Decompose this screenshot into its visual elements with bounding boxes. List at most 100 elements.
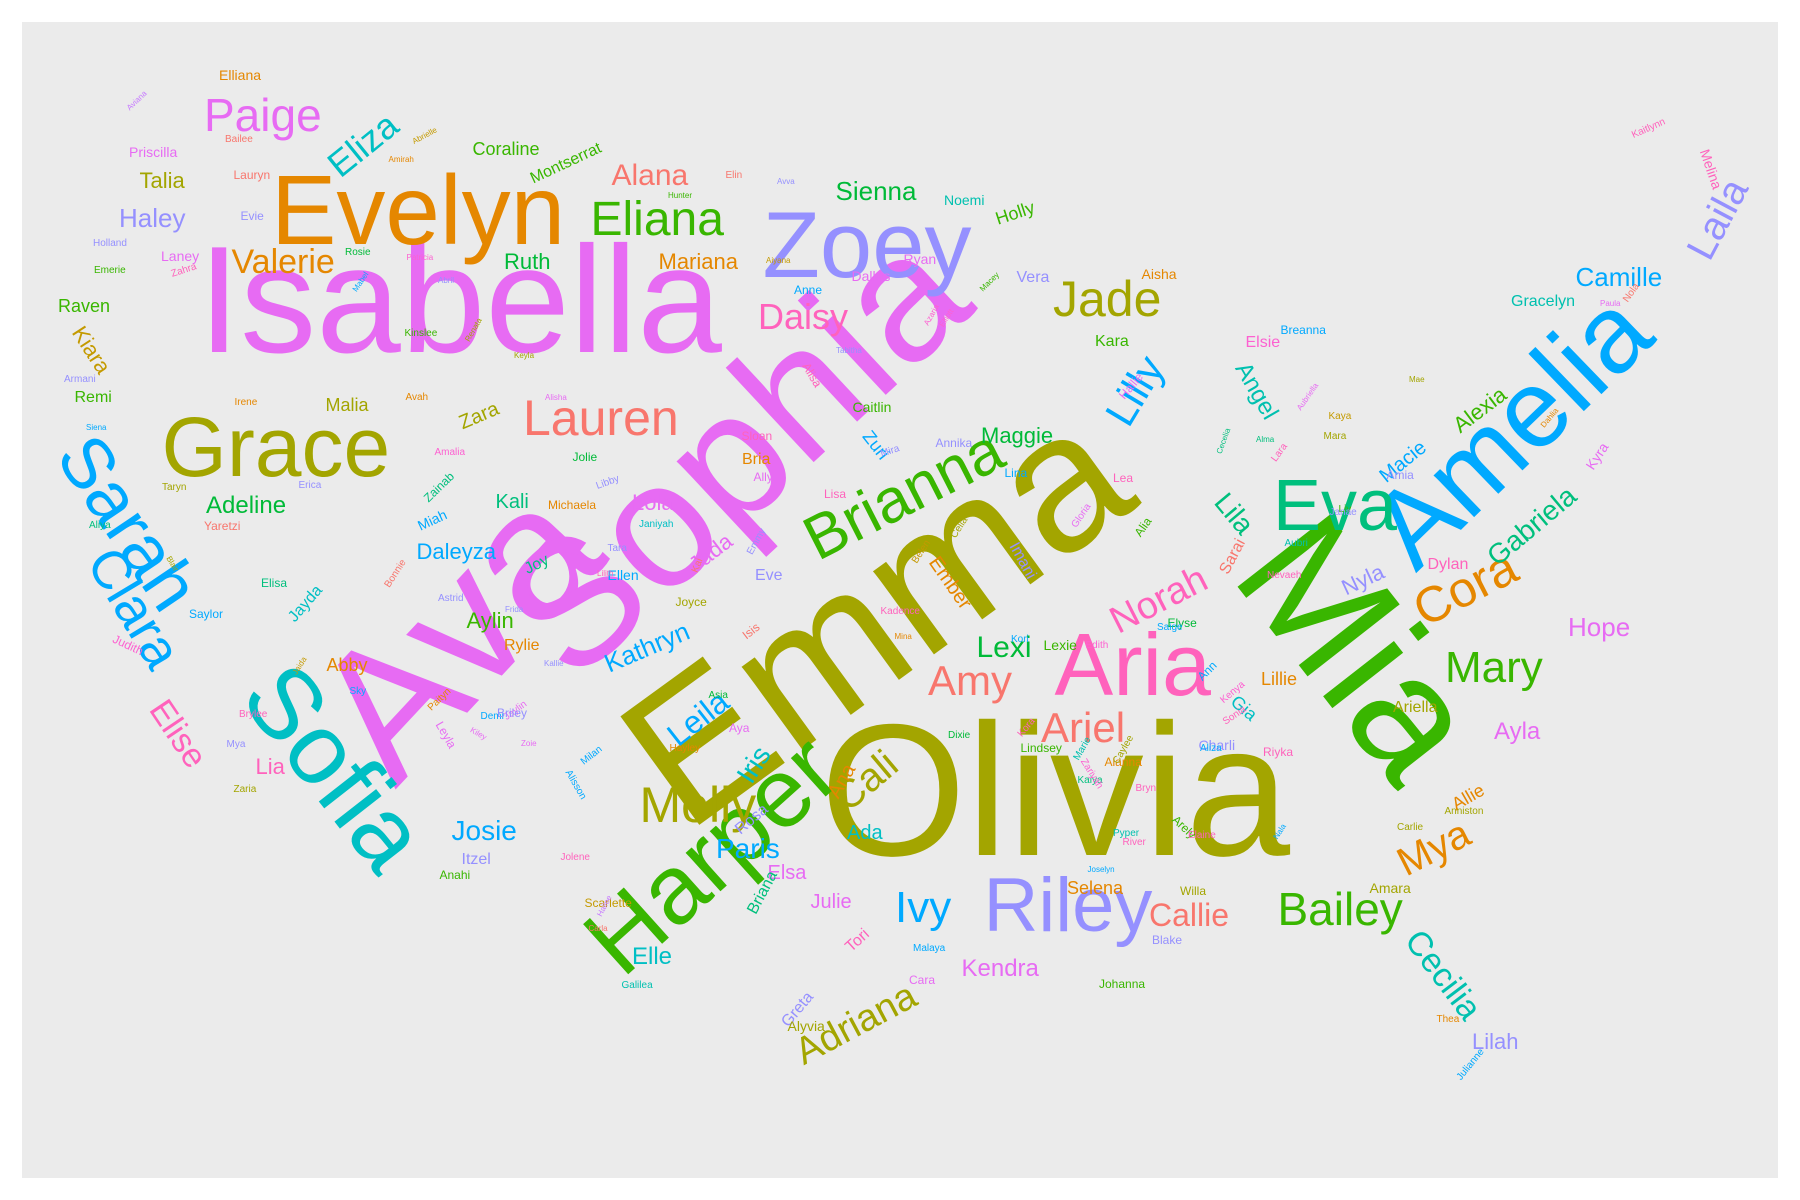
word-kaitlynn-243: Kaitlynn <box>1630 116 1668 141</box>
word-ivy-34: Ivy <box>895 883 952 932</box>
word-janae-234: Janae <box>1329 507 1357 518</box>
word-hayley-203: Hayley <box>669 743 701 754</box>
word-elliana-130: Elliana <box>219 67 262 83</box>
word-lila-59: Lila <box>1208 486 1261 541</box>
word-rylie-94: Rylie <box>504 637 540 654</box>
word-lisa-146: Lisa <box>824 487 847 501</box>
word-astrid-185: Astrid <box>438 593 464 604</box>
word-remi-119: Remi <box>74 389 112 406</box>
word-annika-141: Annika <box>935 436 973 450</box>
word-lauren-17: Lauren <box>523 390 679 446</box>
word-tabitha-167: Tabitha <box>836 346 862 355</box>
word-milan-202: Milan <box>578 743 605 768</box>
word-irene-127: Irene <box>234 397 258 408</box>
word-holly-87: Holly <box>992 197 1038 229</box>
word-anne-139: Anne <box>794 283 823 297</box>
word-sky-189: Sky <box>349 686 367 697</box>
word-kendra-51: Kendra <box>961 955 1039 982</box>
word-paula-242: Paula <box>1600 299 1621 308</box>
word-selena-64: Selena <box>1067 878 1124 898</box>
word-zaria-196: Zaria <box>233 784 257 795</box>
word-mae-239: Mae <box>1409 375 1425 384</box>
word-elsa-76: Elsa <box>767 862 807 884</box>
word-kaya-236: Kaya <box>1328 411 1352 422</box>
word-kori-230: Kori <box>1011 634 1029 645</box>
word-jade-19: Jade <box>1053 271 1162 327</box>
word-ally-147: Ally <box>753 470 773 484</box>
word-liv-232: Liv <box>1338 504 1352 515</box>
word-aisha-137: Aisha <box>1141 266 1177 282</box>
word-dylan-104: Dylan <box>1427 556 1469 573</box>
word-saylor-125: Saylor <box>189 607 224 621</box>
word-malia-78: Malia <box>325 395 369 415</box>
word-kara-82: Kara <box>1095 333 1129 350</box>
word-lauryn-132: Lauryn <box>233 168 271 182</box>
word-callie-46: Callie <box>1149 897 1230 933</box>
word-asia-260: Asia <box>708 690 728 701</box>
word-cara-112: Cara <box>909 973 936 987</box>
word-kiara-72: Kiara <box>67 321 116 379</box>
word-evie-133: Evie <box>240 209 264 223</box>
word-michaela-122: Michaela <box>548 498 597 512</box>
word-daisy-31: Daisy <box>758 296 849 337</box>
word-aliza-224: Aliza <box>1200 743 1222 754</box>
word-avah-173: Avah <box>405 392 429 403</box>
word-isabella-4: Isabella <box>198 215 722 385</box>
word-amy-29: Amy <box>928 657 1012 704</box>
word-eve-99: Eve <box>755 567 783 584</box>
word-raven-89: Raven <box>58 296 111 316</box>
word-aviana-267: Aviana <box>124 88 149 113</box>
word-elise-35: Elise <box>141 692 215 776</box>
word-abby-90: Abby <box>326 655 368 675</box>
word-eliana-18: Eliana <box>590 193 724 246</box>
word-siena-176: Siena <box>86 423 107 432</box>
word-thea-222: Thea <box>1436 1014 1460 1025</box>
word-erica-178: Erica <box>298 480 322 491</box>
word-sloan-148: Sloan <box>741 429 773 443</box>
word-armani-175: Armani <box>64 374 96 385</box>
word-ayla-63: Ayla <box>1494 718 1541 745</box>
word-paige-27: Paige <box>204 89 322 141</box>
word-abrielle-157: Abrielle <box>410 125 439 146</box>
word-lea-142: Lea <box>1113 471 1134 485</box>
word-haley-53: Haley <box>119 203 186 233</box>
word-lillie-96: Lillie <box>1261 669 1298 689</box>
word-demi-195: Demi <box>480 711 504 722</box>
word-kallie-187: Kallie <box>544 659 564 668</box>
word-alisson-201: Alisson <box>562 768 589 802</box>
word-amara-107: Amara <box>1369 880 1411 896</box>
word-josie-48: Josie <box>451 815 517 846</box>
word-coraline-128: Coraline <box>472 139 540 159</box>
word-noemi-135: Noemi <box>944 192 985 208</box>
word-willa-108: Willa <box>1180 884 1206 898</box>
word-julie-77: Julie <box>810 891 852 913</box>
word-eva-15: Eva <box>1273 466 1398 546</box>
word-zoey-10: Zoey <box>762 192 972 297</box>
word-evelyn-8: Evelyn <box>271 155 566 265</box>
word-mina-253: Mina <box>894 632 912 641</box>
word-ada-74: Ada <box>847 822 883 844</box>
word-tara-151: Tara <box>607 543 627 554</box>
word-abril-164: Abril <box>438 276 455 285</box>
word-grace-12: Grace <box>161 400 391 494</box>
word-aya-261: Aya <box>729 721 750 735</box>
word-aliya-181: Aliya <box>89 520 111 531</box>
word-anniston-221: Anniston <box>1444 806 1484 817</box>
word-dixie-254: Dixie <box>948 730 971 741</box>
word-mara-237: Mara <box>1323 431 1347 442</box>
word-rosie-161: Rosie <box>345 247 371 258</box>
word-melina-244: Melina <box>1696 147 1726 192</box>
word-alma-247: Alma <box>1256 435 1275 444</box>
word-zara-83: Zara <box>455 397 503 435</box>
word-riley-13: Riley <box>983 863 1153 948</box>
word-emerie-159: Emerie <box>94 265 126 276</box>
word-lara-235: Lara <box>1269 441 1290 465</box>
word-priscilla-131: Priscilla <box>129 144 178 160</box>
word-lola-69: Lola <box>632 490 674 515</box>
word-yaretzi-121: Yaretzi <box>204 519 241 533</box>
word-bailey-22: Bailey <box>1277 883 1403 935</box>
word-jayda-91: Jayda <box>285 582 326 626</box>
word-jolie-149: Jolie <box>572 450 598 464</box>
word-amia-238: Amia <box>1386 468 1414 482</box>
word-lindsey-116: Lindsey <box>1020 741 1062 755</box>
